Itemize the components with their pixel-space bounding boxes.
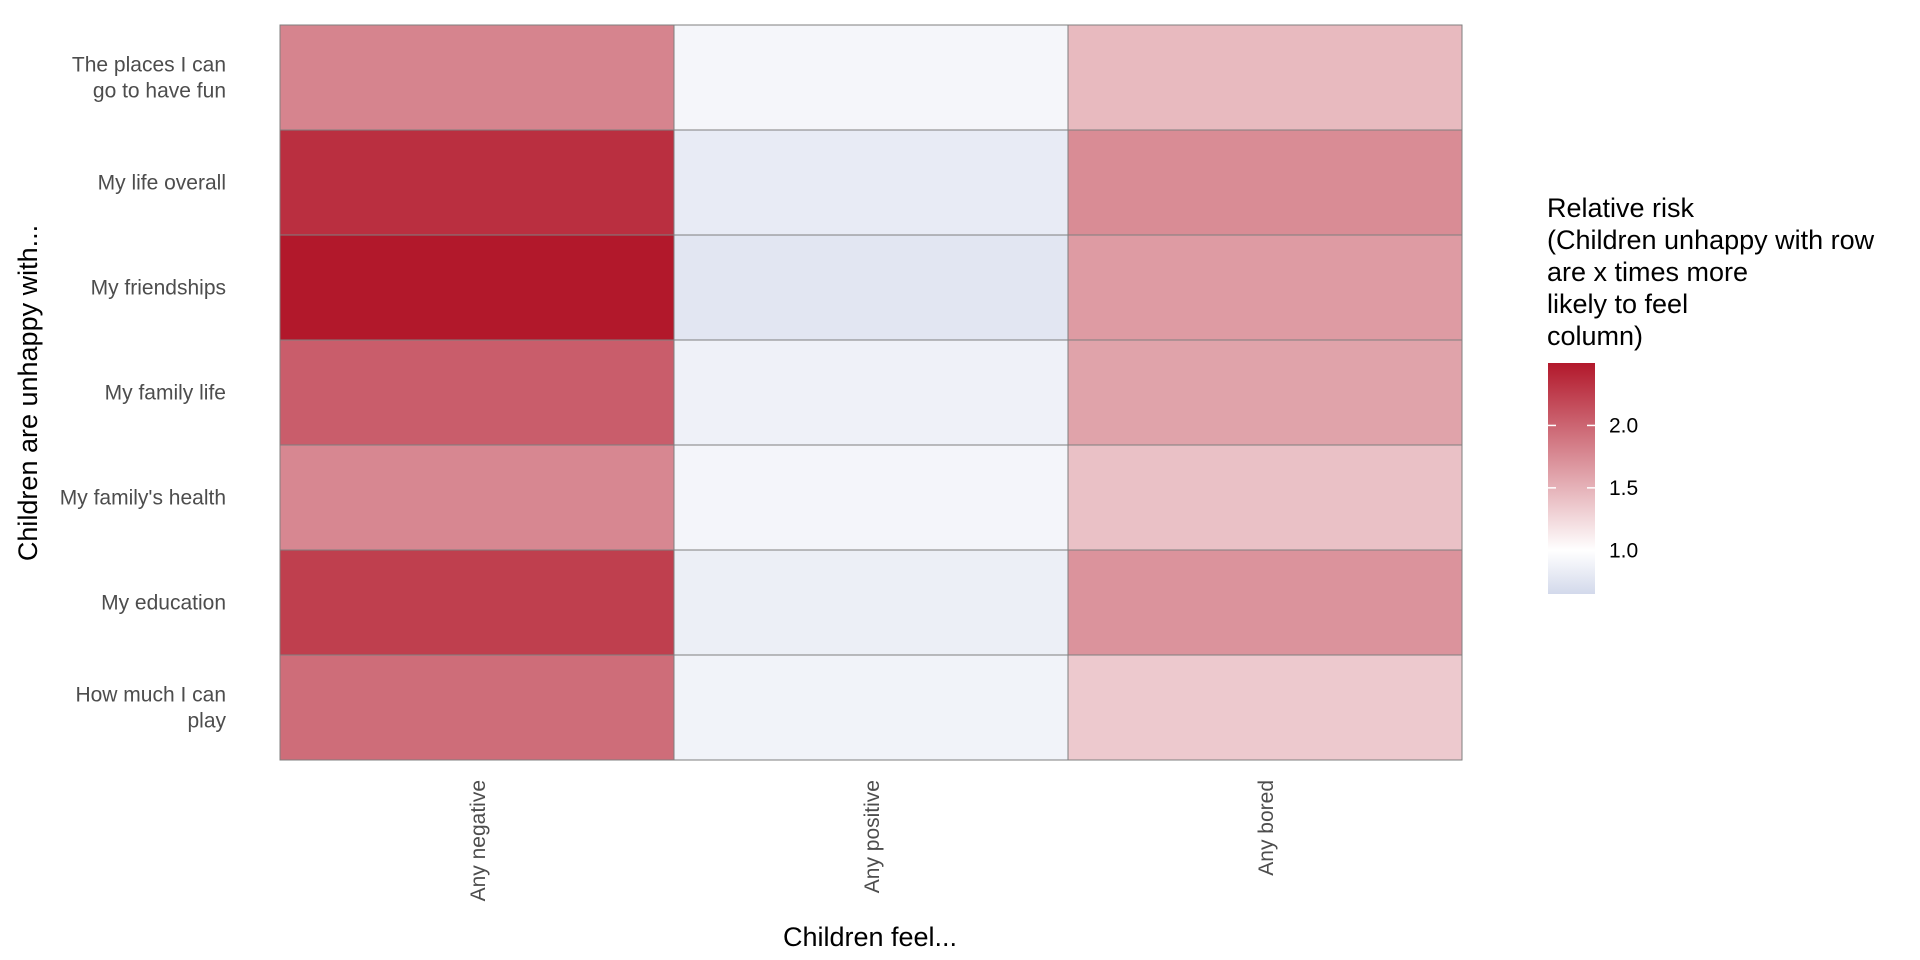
heatmap-cell [673, 654, 1069, 761]
legend-ticks: 1.0 1.5 2.0 [1548, 414, 1638, 562]
row-label: My family life [105, 382, 226, 405]
heatmap-cell [279, 234, 675, 341]
column-label: Any negative [467, 780, 490, 901]
heatmap-cell [279, 549, 675, 656]
column-label: Any bored [1255, 780, 1278, 876]
heatmap-cell [279, 444, 675, 551]
row-label: How much I can play [75, 684, 226, 733]
heatmap-cell [673, 24, 1069, 131]
heatmap-cells [279, 24, 1463, 761]
y-axis-title: Children are unhappy with... [13, 225, 43, 561]
heatmap-cell [1067, 234, 1463, 341]
column-labels: Any negative Any positive Any bored [467, 780, 1278, 901]
legend: Relative risk (Children unhappy with row a… [1547, 193, 1875, 594]
heatmap-cell [673, 444, 1069, 551]
heatmap-cell [279, 339, 675, 446]
heatmap-cell [673, 234, 1069, 341]
row-label: The places I can go to have fun [72, 54, 226, 103]
heatmap-cell [1067, 24, 1463, 131]
legend-colorbar [1548, 363, 1595, 594]
column-label: Any positive [861, 780, 884, 893]
heatmap-cell [673, 129, 1069, 236]
heatmap-cell [279, 129, 675, 236]
row-labels: The places I can go to have fun My life ov… [60, 54, 227, 733]
x-axis-title: Children feel... [783, 922, 957, 952]
heatmap-cell [1067, 129, 1463, 236]
heatmap-cell [673, 339, 1069, 446]
heatmap-cell [1067, 654, 1463, 761]
row-label: My family's health [60, 487, 226, 510]
legend-tick-label: 2.0 [1609, 414, 1638, 437]
heatmap-cell [1067, 339, 1463, 446]
legend-title: Relative risk (Children unhappy with row a… [1547, 193, 1875, 351]
legend-tick-label: 1.0 [1609, 539, 1638, 562]
row-label: My friendships [91, 277, 226, 300]
legend-tick-label: 1.5 [1609, 477, 1638, 500]
heatmap-cell [279, 654, 675, 761]
heatmap-cell [1067, 444, 1463, 551]
row-label: My education [101, 592, 226, 615]
row-label: My life overall [98, 172, 226, 195]
heatmap-cell [1067, 549, 1463, 656]
heatmap-cell [279, 24, 675, 131]
heatmap-cell [673, 549, 1069, 656]
